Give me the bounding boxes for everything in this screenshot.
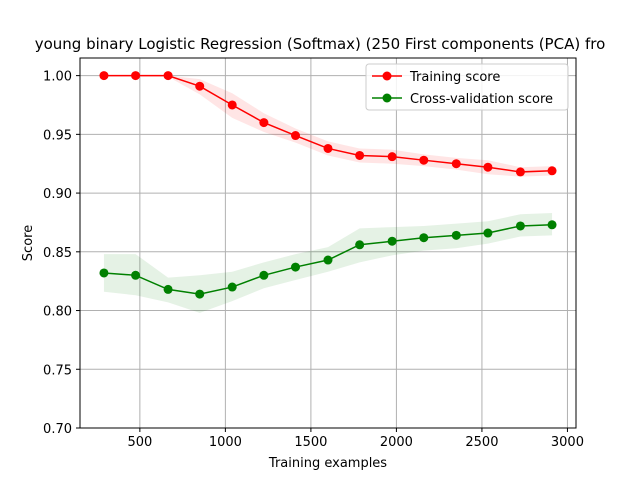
legend-training-marker	[382, 71, 392, 81]
cross-validation-score-point	[163, 284, 173, 294]
legend-cv-marker	[382, 93, 392, 103]
y-tick-label: 0.85	[43, 246, 72, 261]
series-points	[99, 71, 557, 299]
cross-validation-score-point	[451, 230, 461, 240]
x-axis-title: Training examples	[268, 456, 387, 471]
training-score-point	[163, 71, 173, 81]
legend-training-label: Training score	[409, 70, 500, 85]
y-tick-label: 0.70	[43, 422, 72, 437]
x-tick-label: 3000	[551, 435, 584, 450]
training-score-point	[323, 143, 333, 153]
x-tick-label: 2500	[465, 435, 498, 450]
cross-validation-score-point	[195, 289, 205, 299]
cross-validation-score-point	[355, 240, 365, 250]
x-tick-label: 1000	[209, 435, 242, 450]
cross-validation-score-point	[515, 221, 525, 231]
cross-validation-score-point	[483, 228, 493, 238]
legend: Training score Cross-validation score	[365, 63, 569, 111]
training-score-point	[99, 71, 109, 81]
legend-cv-label: Cross-validation score	[410, 92, 553, 107]
cross-validation-score-point	[259, 270, 269, 280]
training-score-point	[195, 81, 205, 91]
cross-validation-score-point	[419, 233, 429, 243]
x-tick-label: 1500	[294, 435, 327, 450]
y-tick-label: 0.90	[43, 187, 72, 202]
training-score-point	[259, 118, 269, 128]
cross-validation-score-point	[291, 262, 301, 272]
x-tick-label: 500	[127, 435, 152, 450]
axis-ticks: 500 1000 1500 2000 2500 3000 0.70 0.75 0.80 0.85 0…	[43, 70, 584, 450]
cross-validation-score-point	[131, 270, 141, 280]
y-tick-label: 0.75	[43, 363, 72, 378]
grid-lines	[80, 58, 576, 429]
training-score-point	[355, 150, 365, 160]
score-bands	[103, 75, 553, 313]
training-score-band	[103, 75, 553, 177]
cross-validation-score-point	[99, 268, 109, 278]
x-tick-label: 2000	[380, 435, 413, 450]
training-score-point	[483, 162, 493, 172]
plot-frame	[79, 57, 577, 429]
training-score-point	[291, 131, 301, 141]
training-score-point	[419, 155, 429, 165]
cross-validation-score-point	[387, 236, 397, 246]
y-tick-label: 1.00	[43, 70, 72, 85]
y-axis-title: Score	[21, 225, 36, 261]
training-score-point	[547, 166, 557, 176]
chart-title: young binary Logistic Regression (Softma…	[35, 35, 606, 53]
legend-box	[365, 63, 569, 111]
cross-validation-score-point	[547, 220, 557, 230]
cross-validation-score-point	[323, 255, 333, 265]
cross-validation-score-point	[227, 282, 237, 292]
training-score-point	[451, 159, 461, 169]
training-score-point	[131, 71, 141, 81]
y-tick-label: 0.95	[43, 128, 72, 143]
training-score-point	[515, 167, 525, 177]
y-tick-label: 0.80	[43, 305, 72, 320]
training-score-point	[227, 100, 237, 110]
training-score-point	[387, 152, 397, 162]
